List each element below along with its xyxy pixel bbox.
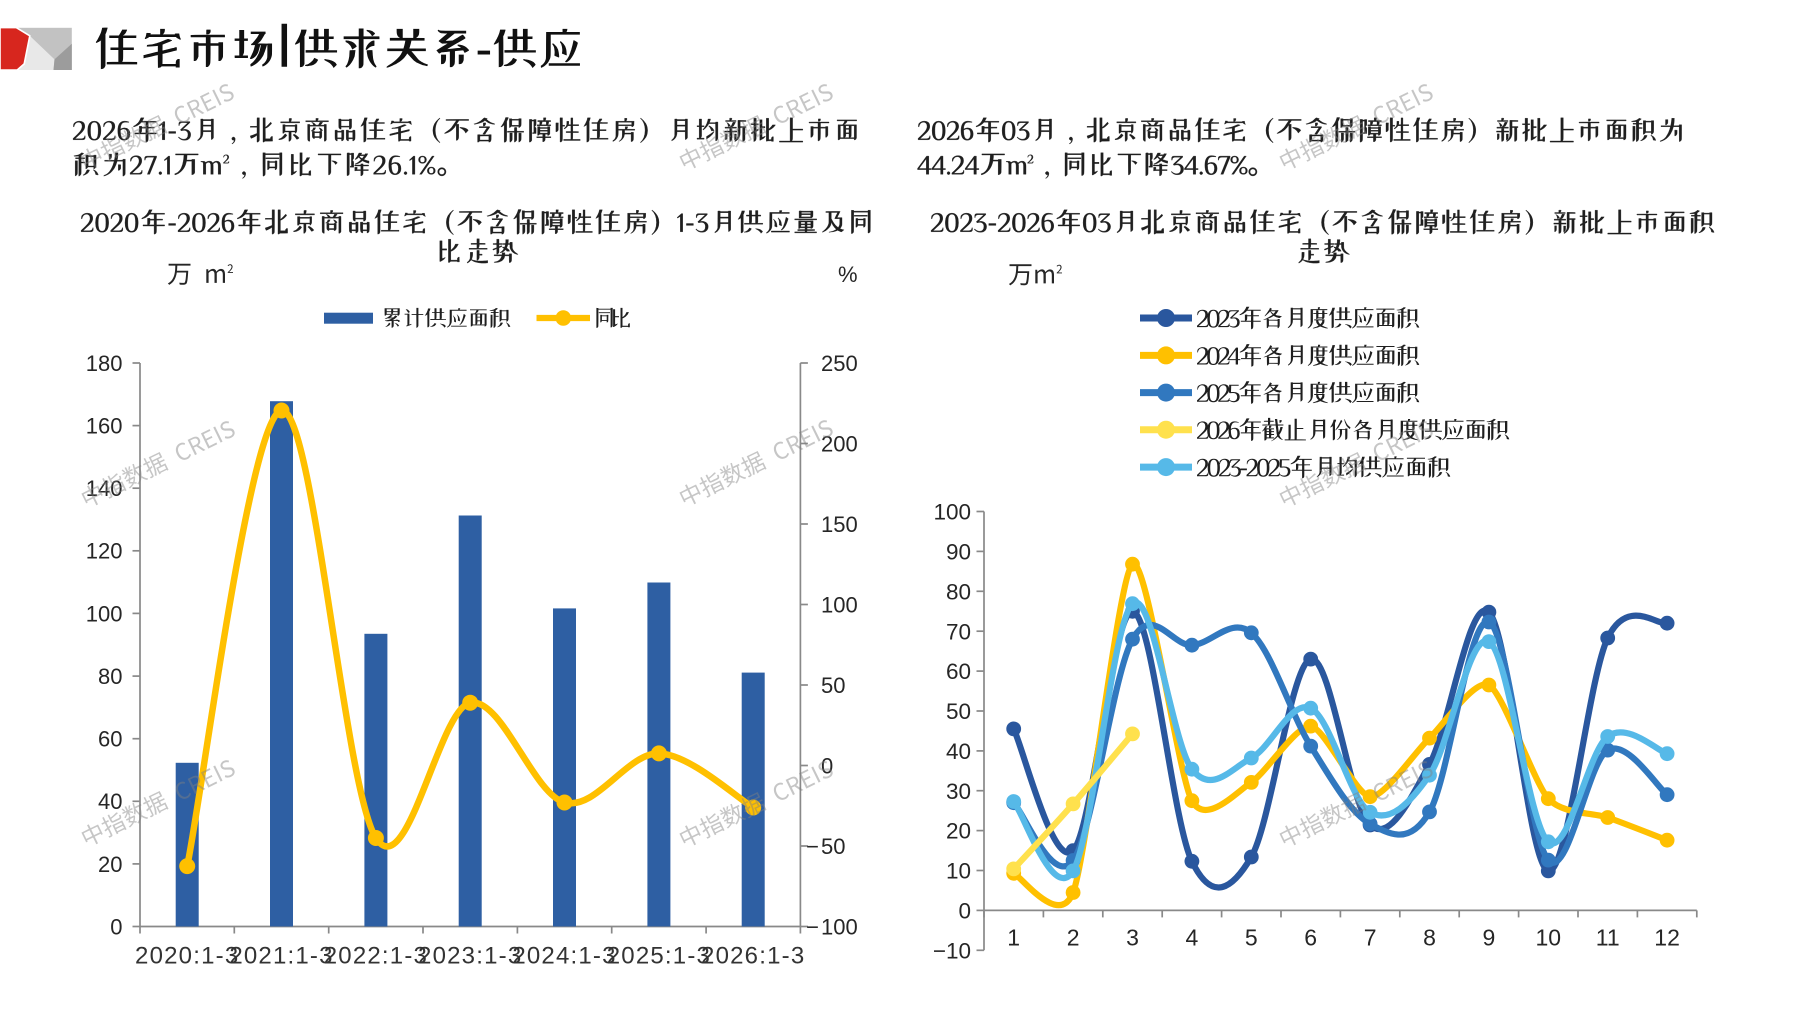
- svg-text:2023:1-3: 2023:1-3: [418, 943, 522, 970]
- svg-text:50: 50: [946, 699, 971, 724]
- svg-text:−: −: [806, 834, 819, 859]
- svg-text:90: 90: [946, 540, 971, 565]
- svg-text:160: 160: [86, 414, 123, 439]
- svg-text:2025:1-3: 2025:1-3: [607, 943, 711, 970]
- svg-text:2020:1-3: 2020:1-3: [135, 943, 239, 970]
- svg-text:100: 100: [821, 592, 858, 617]
- svg-text:180: 180: [86, 351, 123, 376]
- svg-text:80: 80: [98, 664, 122, 689]
- svg-text:80: 80: [946, 579, 971, 604]
- svg-text:50: 50: [821, 834, 845, 859]
- svg-text:%: %: [838, 262, 858, 287]
- svg-text:9: 9: [1483, 925, 1496, 951]
- svg-text:200: 200: [821, 431, 858, 456]
- svg-text:2: 2: [1067, 925, 1080, 951]
- svg-text:7: 7: [1364, 925, 1377, 951]
- svg-text:2021:1-3: 2021:1-3: [229, 943, 333, 970]
- svg-text:100: 100: [933, 500, 971, 525]
- svg-text:20: 20: [98, 852, 122, 877]
- svg-text:−: −: [806, 914, 819, 939]
- svg-text:3: 3: [1126, 925, 1139, 951]
- svg-text:1: 1: [1007, 925, 1020, 951]
- svg-text:0: 0: [958, 899, 971, 924]
- svg-text:100: 100: [821, 914, 858, 939]
- svg-text:10: 10: [1536, 925, 1562, 951]
- svg-text:30: 30: [946, 779, 971, 804]
- svg-text:250: 250: [821, 351, 858, 376]
- svg-text:2024:1-3: 2024:1-3: [512, 943, 616, 970]
- svg-text:8: 8: [1423, 925, 1436, 951]
- svg-text:20: 20: [946, 819, 971, 844]
- svg-text:11: 11: [1596, 925, 1620, 951]
- svg-text:70: 70: [946, 619, 971, 644]
- svg-text:10: 10: [946, 859, 971, 884]
- svg-text:120: 120: [86, 539, 123, 564]
- svg-text:60: 60: [98, 727, 122, 752]
- svg-text:0: 0: [821, 753, 833, 778]
- svg-text:40: 40: [946, 739, 971, 764]
- svg-text:60: 60: [946, 659, 971, 684]
- svg-text:12: 12: [1654, 925, 1680, 951]
- svg-text:4: 4: [1186, 925, 1199, 951]
- svg-text:0: 0: [110, 914, 122, 939]
- svg-text:150: 150: [821, 512, 858, 537]
- svg-text:100: 100: [86, 601, 123, 626]
- svg-text:2022:1-3: 2022:1-3: [324, 943, 428, 970]
- svg-text:5: 5: [1245, 925, 1258, 951]
- svg-text:−10: −10: [933, 938, 971, 963]
- svg-text:50: 50: [821, 673, 845, 698]
- svg-text:40: 40: [98, 789, 122, 814]
- svg-text:2026:1-3: 2026:1-3: [701, 943, 805, 970]
- svg-text:6: 6: [1304, 925, 1317, 951]
